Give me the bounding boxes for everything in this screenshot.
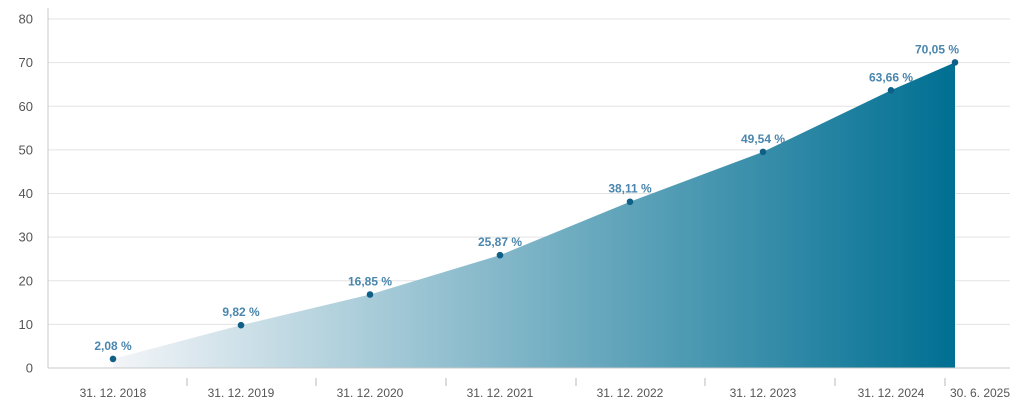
y-tick-label: 30	[19, 230, 33, 245]
data-point	[366, 291, 374, 298]
axes	[47, 8, 1010, 386]
data-point	[109, 355, 117, 363]
area-fill	[113, 62, 955, 369]
x-tick-label: 31. 12. 2018	[80, 386, 147, 400]
data-label: 63,66 %	[869, 70, 913, 84]
data-point	[626, 198, 634, 206]
x-tick-label: 31. 12. 2020	[337, 386, 404, 400]
data-label: 70,05 %	[915, 42, 959, 56]
y-tick-label: 20	[19, 273, 33, 288]
data-point	[951, 59, 959, 66]
grid-lines	[48, 18, 1010, 325]
y-tick-label: 0	[26, 361, 33, 376]
x-tick-label: 31. 12. 2021	[467, 386, 534, 400]
data-point	[759, 148, 767, 156]
x-axis-tick-labels: 31. 12. 2018 31. 12. 2019 31. 12. 2020 31. …	[80, 386, 1011, 400]
data-label: 25,87 %	[478, 235, 522, 249]
data-points	[109, 59, 959, 363]
y-tick-label: 70	[19, 55, 33, 70]
area-series	[113, 62, 955, 369]
data-labels: 2,08 % 9,82 % 16,85 % 25,87 % 38,11 % 49,54 %…	[94, 42, 959, 353]
x-tick-label: 31. 12. 2023	[730, 386, 797, 400]
data-label: 2,08 %	[94, 339, 132, 353]
x-tick-label: 31. 12. 2024	[858, 386, 925, 400]
data-point	[887, 86, 895, 94]
y-axis-tick-labels: 0 10 20 30 40 50 60 70 80	[19, 12, 33, 376]
data-point	[237, 321, 245, 329]
data-label: 16,85 %	[348, 274, 392, 288]
y-tick-label: 50	[19, 142, 33, 157]
data-label: 49,54 %	[741, 132, 785, 146]
x-tick-label: 30. 6. 2025	[950, 386, 1010, 400]
y-tick-label: 40	[19, 186, 33, 201]
x-tick-label: 31. 12. 2019	[208, 386, 275, 400]
y-tick-label: 80	[19, 12, 33, 27]
x-tick-label: 31. 12. 2022	[597, 386, 664, 400]
data-point	[496, 251, 504, 259]
data-label: 9,82 %	[222, 305, 260, 319]
y-tick-label: 10	[19, 317, 33, 332]
y-tick-label: 60	[19, 99, 33, 114]
data-label: 38,11 %	[608, 182, 652, 196]
